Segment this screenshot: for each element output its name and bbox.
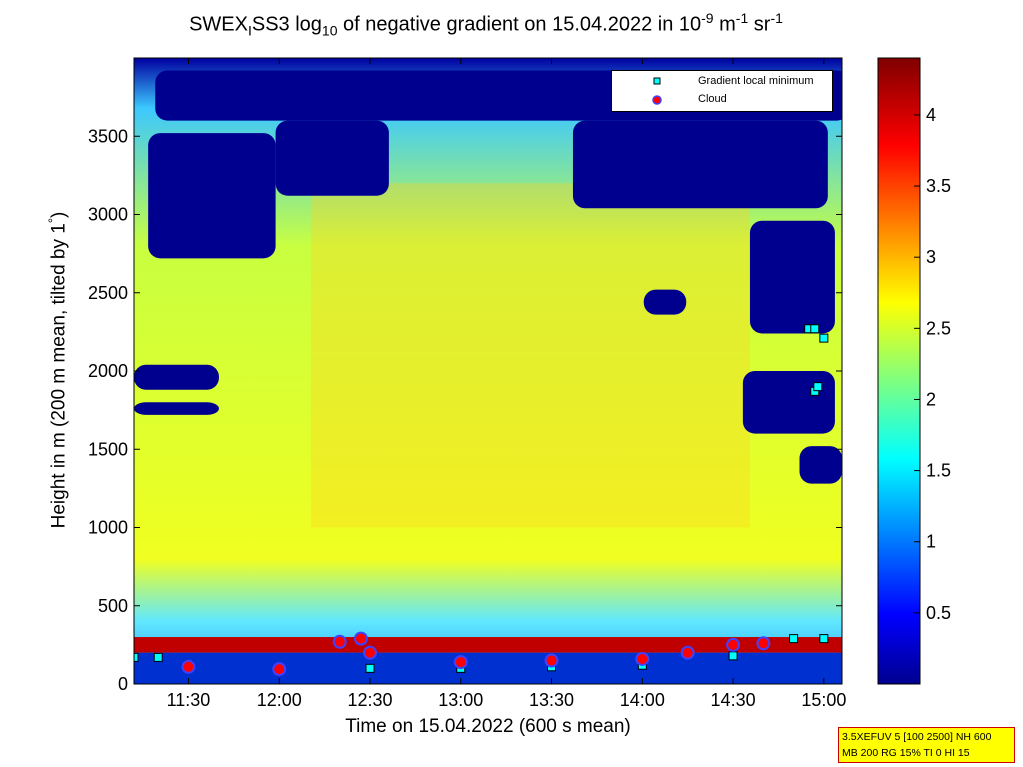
y-tick-label: 500 xyxy=(98,596,128,616)
field-dark-patch xyxy=(134,402,219,415)
title-sub1: I xyxy=(247,22,252,39)
x-tick-label: 14:30 xyxy=(711,690,756,710)
legend-cloud-marker xyxy=(652,95,662,105)
gradient-minimum-point xyxy=(810,324,820,334)
ylabel-end: ) xyxy=(48,211,70,218)
field-surface-band xyxy=(134,652,842,684)
ylabel-main: Height in m (200 m mean, tilted by 1 xyxy=(48,223,70,529)
title-mid: SS3 log xyxy=(251,13,322,36)
cloud-point xyxy=(635,651,650,666)
title-unit2: sr xyxy=(748,13,771,36)
field-dark-patch xyxy=(742,371,835,434)
cloud-point xyxy=(726,637,741,652)
gradient-minimum-point xyxy=(789,634,799,644)
title-sup3: -1 xyxy=(770,10,783,26)
legend-label-cloud: Cloud xyxy=(698,93,727,105)
field-dark-patch xyxy=(275,120,389,196)
x-tick-label: 11:30 xyxy=(167,690,211,710)
y-tick-label: 1500 xyxy=(88,439,128,459)
colorbar xyxy=(877,57,921,685)
y-axis-label: Height in m (200 m mean, tilted by 1°) xyxy=(45,140,70,600)
cloud-point xyxy=(353,631,368,646)
gradient-minimum-point xyxy=(134,652,139,662)
y-tick-label: 0 xyxy=(118,674,128,694)
cloud-point xyxy=(544,653,559,668)
field-dark-patch xyxy=(799,446,842,484)
info-box: 3.5XEFUV 5 [100 2500] NH 600 MB 200 RG 1… xyxy=(838,727,1015,763)
colorbar-tick-label: 3.5 xyxy=(926,176,951,196)
legend: Gradient local minimum Cloud xyxy=(611,70,833,112)
gradient-minimum-point xyxy=(819,634,829,644)
colorbar-tick-label: 1.5 xyxy=(926,461,951,481)
cloud-point xyxy=(181,659,196,674)
x-tick-label: 13:30 xyxy=(529,690,574,710)
field-dark-patch xyxy=(148,133,276,259)
info-line-2: MB 200 RG 15% TI 0 HI 15 xyxy=(842,747,970,759)
x-tick-label: 15:00 xyxy=(801,690,846,710)
cloud-point xyxy=(332,634,347,649)
gradient-minimum-point xyxy=(153,652,163,662)
y-axis: 0 500 1000 1500 2000 2500 3000 3500 xyxy=(88,126,842,694)
field-red-band xyxy=(134,637,842,653)
field-dark-patch xyxy=(749,220,835,334)
cloud-point xyxy=(272,662,287,677)
ylabel-deg: ° xyxy=(45,217,61,224)
cloud-point xyxy=(363,645,377,660)
gradient-minimum-point xyxy=(365,663,375,673)
series-layer xyxy=(134,324,829,677)
y-tick-label: 2000 xyxy=(88,361,128,381)
x-tick-label: 13:00 xyxy=(438,690,483,710)
colorbar-tick-label: 2.5 xyxy=(926,318,951,338)
colorbar-tick-label: 0.5 xyxy=(926,603,951,623)
y-tick-label: 2500 xyxy=(88,283,128,303)
colorbar-tick-label: 3 xyxy=(926,247,936,267)
title-sup1: -9 xyxy=(701,10,714,26)
y-tick-label: 3500 xyxy=(88,126,128,146)
heatmap-field xyxy=(134,58,842,684)
gradient-minimum-point xyxy=(728,651,738,661)
gradient-minimum-point xyxy=(813,382,823,392)
chart-title: SWEXISS3 log10 of negative gradient on 1… xyxy=(130,10,842,39)
x-tick-label: 12:30 xyxy=(347,690,392,710)
x-axis: 11:30 12:00 12:30 13:00 13:30 14:00 14:30 15:00 xyxy=(167,58,846,710)
legend-gradient-minimum-marker xyxy=(653,77,661,85)
title-sup2: -1 xyxy=(735,10,749,26)
gradient-minimum-point xyxy=(819,333,829,343)
title-prefix: SWEX xyxy=(189,13,248,36)
field-dark-patch xyxy=(134,364,219,390)
title-sub2: 10 xyxy=(321,22,338,39)
cloud-point xyxy=(453,655,468,670)
cloud-point xyxy=(680,645,695,660)
field-dark-patch xyxy=(572,120,828,209)
info-line-1: 3.5XEFUV 5 [100 2500] NH 600 xyxy=(842,731,992,743)
y-tick-label: 3000 xyxy=(88,205,128,225)
title-rest: of negative gradient on 15.04.2022 in 10 xyxy=(337,13,702,36)
y-tick-label: 1000 xyxy=(88,518,128,538)
field-dark-patch xyxy=(643,289,687,315)
colorbar-tick-label: 4 xyxy=(926,105,936,125)
colorbar-axis: 0.5 1 1.5 2 2.5 3 3.5 4 xyxy=(914,105,951,623)
cloud-point xyxy=(756,636,771,651)
field-warm-core xyxy=(311,183,750,528)
title-unit1: m xyxy=(713,13,736,36)
x-axis-label: Time on 15.04.2022 (600 s mean) xyxy=(345,716,631,737)
colorbar-tick-label: 2 xyxy=(926,389,936,409)
x-tick-label: 14:00 xyxy=(620,690,665,710)
x-tick-label: 12:00 xyxy=(257,690,302,710)
legend-label-gradient-minimum: Gradient local minimum xyxy=(698,75,814,87)
colorbar-tick-label: 1 xyxy=(926,532,936,552)
